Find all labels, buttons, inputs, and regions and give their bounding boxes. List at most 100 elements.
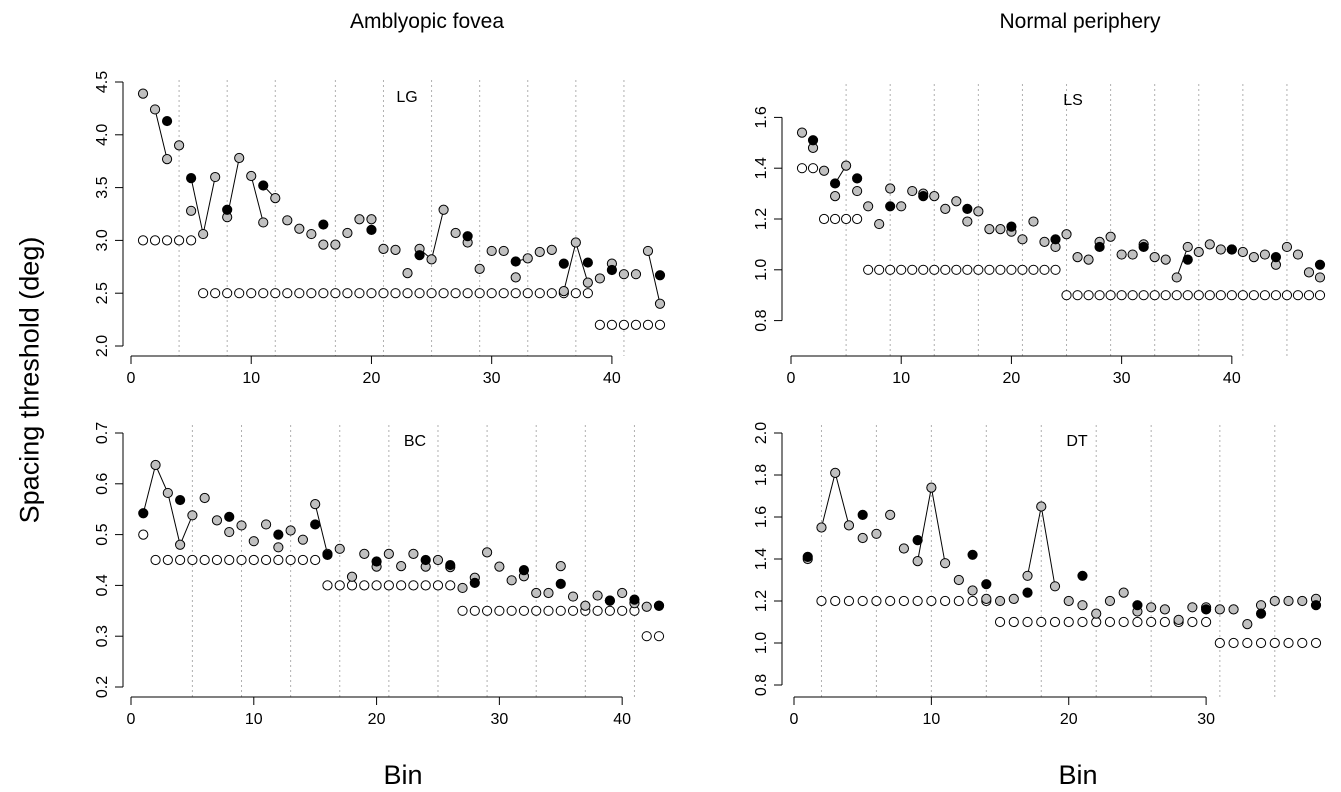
filled-point [885,201,896,212]
gray-point [1077,600,1088,611]
open-point [818,213,830,225]
x-tick-label: 20 [1060,711,1078,728]
x-axis-title-right: Bin [1058,760,1098,790]
gray-point [912,556,923,567]
gray-point [618,269,630,280]
gray-point [1127,249,1138,260]
y-tick-label: 0.6 [94,473,111,495]
open-point [498,288,509,299]
filled-point [604,595,615,606]
gray-point [211,515,223,526]
filled-point [310,519,321,530]
x-tick-label: 30 [483,370,501,387]
gray-point [270,193,281,204]
gray-point [871,528,882,539]
gray-point [506,575,517,586]
open-point [570,288,581,299]
gray-point [1160,254,1171,265]
filled-point [857,509,868,521]
open-point [1149,290,1160,301]
open-point [995,264,1006,275]
filled-point [366,224,377,235]
connector-line [917,487,932,562]
gray-point [1116,249,1127,260]
filled-point [1201,604,1212,615]
gray-point [346,571,358,582]
open-point [173,235,185,246]
gray-point [929,191,940,202]
open-point [1228,637,1239,649]
y-tick-label: 0.7 [94,422,111,444]
gray-point [236,520,247,531]
gray-point [1149,252,1160,263]
open-point [420,580,431,591]
connector-line [167,492,181,545]
open-point [518,605,530,616]
open-point [592,605,603,616]
panel-label-ls: LS [1063,92,1083,109]
filled-point [829,178,841,189]
gray-point [432,554,444,566]
connector-line [1176,246,1189,278]
gray-point [874,218,885,230]
open-point [582,288,593,299]
open-point [606,319,618,330]
gray-point [342,227,353,239]
open-point [486,288,497,299]
gray-point [1255,600,1267,611]
connector-line [930,487,946,564]
connector-line [563,242,577,292]
open-point [807,163,819,174]
gray-point [1237,246,1248,258]
gray-point [546,244,557,256]
filled-point [445,559,456,571]
open-point [1083,290,1094,301]
filled-point [175,494,186,506]
gray-point [1259,249,1270,260]
gray-point [474,263,485,275]
gray-point [829,191,841,202]
open-point [918,264,929,275]
gray-point [1171,272,1182,283]
gray-point [534,246,545,258]
open-point [1072,290,1083,301]
filled-point [654,270,666,281]
gray-point [199,492,210,504]
gray-point [1292,249,1304,260]
open-point [874,264,885,275]
open-point [396,580,407,591]
open-point [210,288,221,299]
filled-point [462,231,473,242]
panel-label-lg: LG [396,89,417,106]
gray-point [1303,267,1315,278]
y-tick-label: 2.0 [94,335,111,357]
gray-point [630,269,642,280]
filled-point [518,565,530,576]
x-tick-label: 0 [790,711,799,728]
filled-point [510,256,521,267]
open-point [273,554,284,566]
connector-line [1027,506,1042,576]
gray-point [210,171,221,183]
gray-point [555,560,566,572]
y-tick-label: 1.4 [753,157,770,179]
gray-point [162,487,173,499]
open-point [522,288,533,299]
y-tick-label: 1.0 [753,259,770,281]
open-point [617,605,628,616]
x-tick-label: 40 [603,370,621,387]
open-point [1182,290,1193,301]
gray-point [173,140,185,151]
x-tick-label: 0 [127,711,136,728]
gray-point [1105,231,1116,242]
gray-point [1173,614,1184,626]
open-point [940,264,951,275]
open-point [1039,264,1050,275]
gray-point [994,595,1006,607]
gray-point [580,600,591,611]
filled-point [629,594,640,605]
open-point [940,595,951,607]
open-point [531,605,542,616]
gray-point [175,539,186,550]
open-point [973,264,984,275]
